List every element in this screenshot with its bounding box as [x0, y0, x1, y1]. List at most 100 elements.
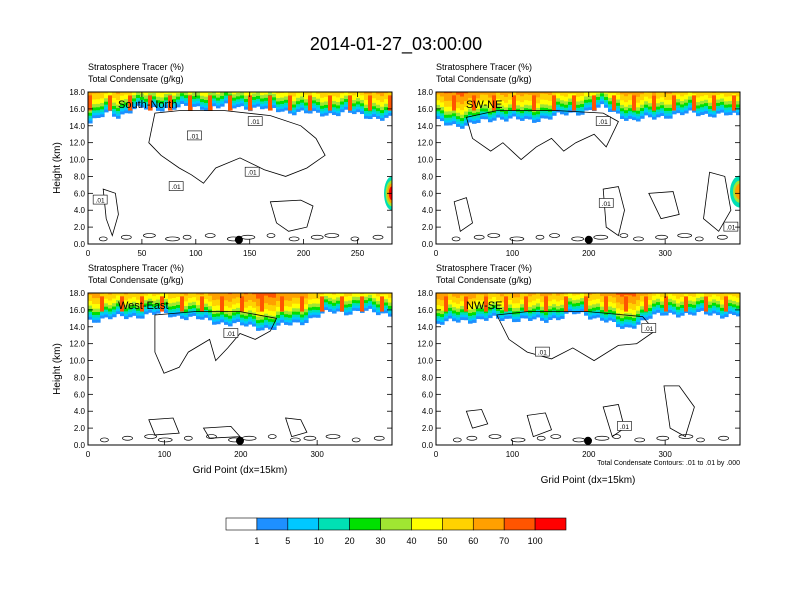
- tracer-cell: [88, 311, 93, 315]
- tracer-cell: [580, 271, 585, 281]
- location-marker: [584, 436, 592, 445]
- tracer-cell: [440, 110, 445, 114]
- tracer-cell: [140, 293, 145, 295]
- tracer-cell: [240, 296, 245, 312]
- tracer-cell: [708, 98, 713, 104]
- tracer-cell: [652, 306, 657, 310]
- tracer-cell: [184, 306, 189, 310]
- tracer-cell: [236, 82, 241, 88]
- plot-frame: [87, 91, 393, 245]
- tracer-cell: [728, 310, 733, 314]
- tracer-cell: [452, 316, 457, 319]
- tracer-cell: [460, 92, 465, 98]
- tracer-cell: [476, 120, 481, 123]
- tracer-cell: [708, 92, 713, 99]
- tracer-cell: [228, 301, 233, 309]
- condensate-contour: [285, 417, 308, 438]
- tracer-cell: [516, 316, 521, 320]
- tracer-cell: [456, 317, 461, 321]
- tracer-cell: [168, 303, 173, 308]
- x-tick-label: 100: [189, 249, 203, 258]
- contour-label: .01: [248, 170, 257, 177]
- tracer-cell: [252, 66, 257, 76]
- tracer-cell: [288, 92, 293, 96]
- tracer-cell: [168, 92, 173, 95]
- y-tick-label: 0.0: [422, 240, 434, 249]
- tracer-cell: [344, 68, 349, 78]
- tracer-cell: [200, 278, 205, 288]
- tracer-cell: [124, 308, 129, 312]
- tracer-cell: [132, 85, 137, 91]
- tracer-cell: [164, 293, 169, 295]
- tracer-cell: [560, 92, 565, 97]
- tracer-cell: [132, 301, 137, 306]
- tracer-cell: [608, 101, 613, 105]
- tracer-cell: [364, 305, 369, 309]
- tracer-cell: [576, 281, 581, 289]
- tracer-cell: [688, 282, 693, 290]
- y-tick-label: 16.0: [417, 306, 433, 315]
- tracer-cell: [236, 280, 241, 290]
- tracer-cell: [716, 94, 721, 101]
- tracer-cell: [184, 301, 189, 307]
- tracer-cell: [504, 96, 509, 104]
- tracer-cell: [568, 101, 573, 106]
- tracer-cell: [132, 305, 137, 309]
- tracer-cell: [592, 299, 597, 305]
- tracer-cell: [388, 311, 392, 315]
- tracer-cell: [208, 293, 213, 297]
- tracer-cell: [680, 74, 685, 84]
- tracer-cell: [560, 103, 565, 108]
- tracer-cell: [640, 301, 645, 307]
- tracer-cell: [240, 322, 245, 326]
- tracer-cell: [188, 309, 193, 313]
- tracer-cell: [112, 102, 117, 107]
- tracer-cell: [332, 107, 337, 111]
- tracer-cell: [244, 68, 249, 78]
- tracer-cell: [376, 312, 381, 316]
- tracer-cell: [488, 307, 493, 311]
- tracer-cell: [384, 272, 389, 282]
- tracer-cell: [376, 307, 381, 311]
- tracer-cell: [264, 84, 269, 90]
- tracer-cell: [236, 92, 241, 94]
- tracer-cell: [676, 312, 681, 316]
- tracer-cell: [184, 295, 189, 302]
- condensate-contour: [717, 234, 728, 240]
- tracer-cell: [220, 101, 225, 105]
- tracer-cell: [708, 293, 713, 298]
- x-axis-label: Grid Point (dx=15km): [541, 475, 636, 486]
- tracer-cell: [560, 311, 565, 315]
- tracer-cell: [200, 314, 205, 318]
- tracer-cell: [388, 313, 392, 317]
- tracer-cell: [648, 112, 653, 115]
- tracer-cell: [532, 294, 537, 302]
- tracer-cell: [556, 312, 561, 316]
- tracer-cell: [204, 96, 209, 101]
- tracer-cell: [512, 316, 517, 320]
- tracer-cell: [596, 309, 601, 313]
- tracer-cell: [544, 281, 549, 291]
- tracer-cell: [732, 304, 737, 308]
- tracer-cell: [480, 108, 485, 112]
- contour-label-box: [187, 130, 202, 141]
- tracer-cell: [656, 294, 661, 300]
- tracer-cell: [568, 92, 573, 95]
- tracer-cell: [512, 308, 517, 312]
- tracer-cell: [648, 114, 653, 118]
- tracer-cell: [620, 321, 625, 325]
- tracer-cell: [680, 301, 685, 306]
- tracer-cell: [452, 318, 457, 322]
- tracer-cell: [132, 310, 137, 314]
- tracer-cell: [368, 116, 373, 120]
- tracer-cell: [332, 281, 337, 289]
- tracer-cell: [536, 303, 541, 308]
- tracer-cell: [548, 278, 553, 288]
- panel-west-east: Stratosphere Tracer (%)Total Condensate …: [52, 263, 393, 476]
- tracer-cell: [196, 293, 201, 296]
- tracer-cell: [156, 105, 161, 109]
- tracer-cell: [232, 97, 237, 102]
- tracer-cell: [732, 309, 737, 313]
- tracer-cell: [440, 118, 445, 122]
- tracer-cell: [644, 112, 649, 116]
